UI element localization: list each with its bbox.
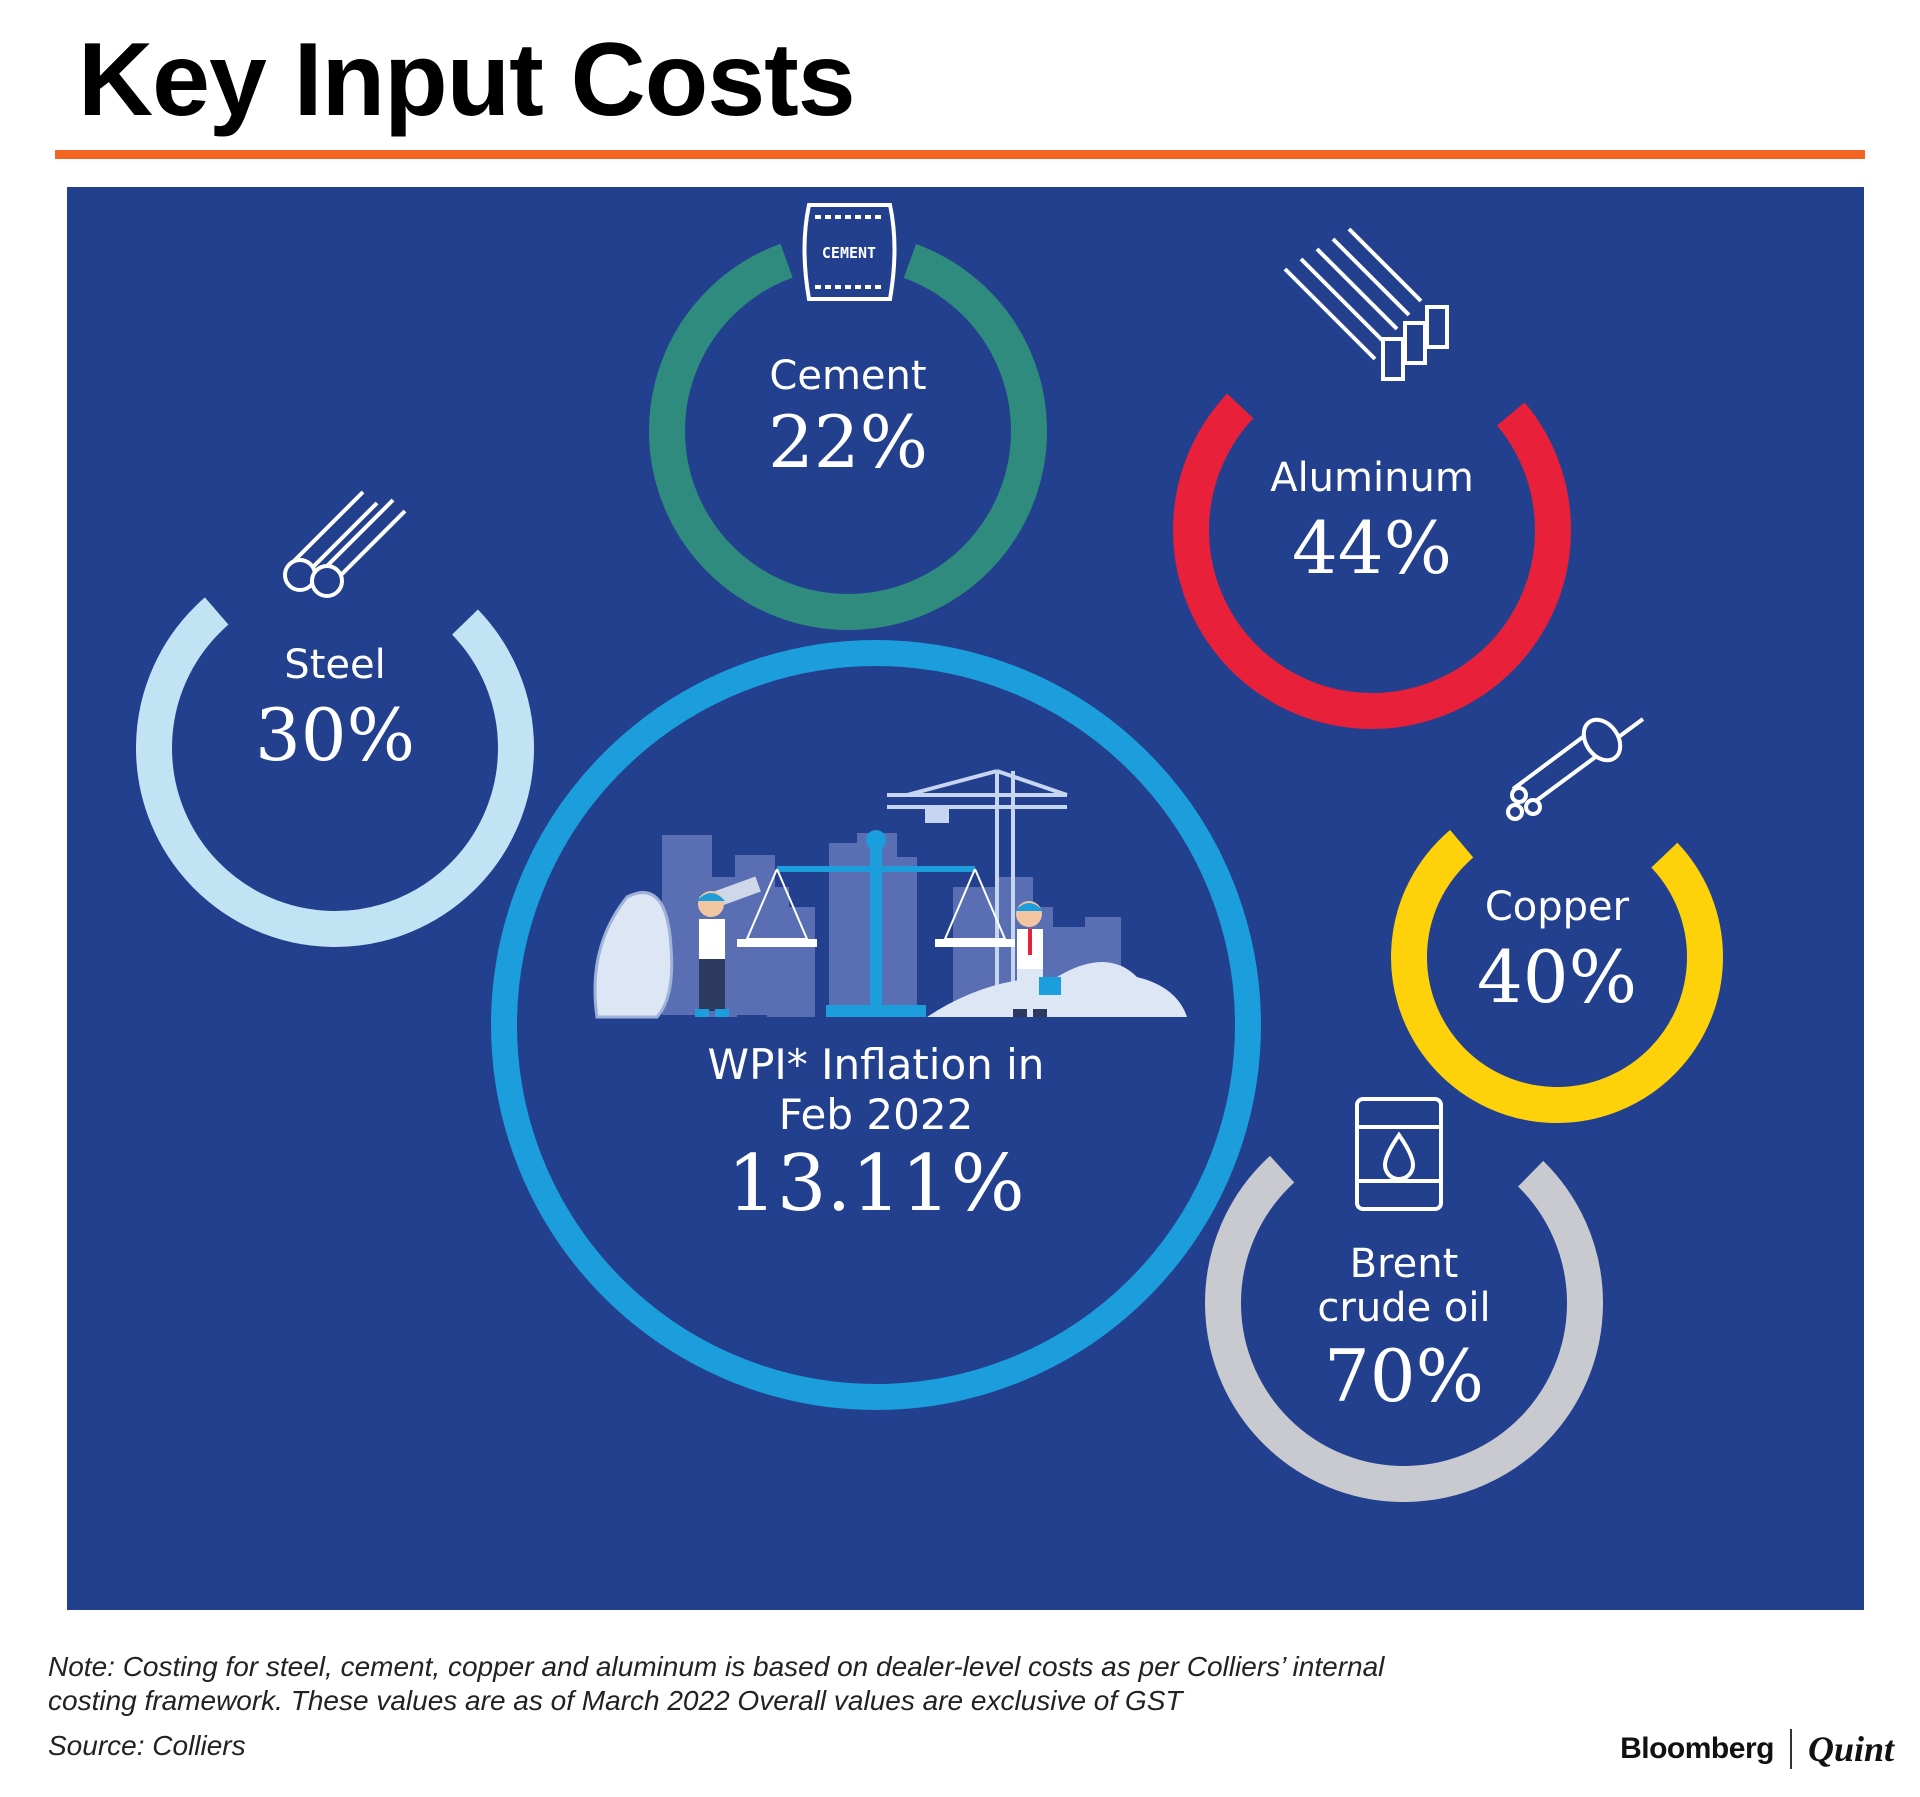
title-divider	[55, 150, 1865, 159]
worker-right	[1013, 901, 1061, 1017]
cement-bag-icon: CEMENT	[802, 203, 897, 301]
footnote: Note: Costing for steel, cement, copper …	[48, 1650, 1548, 1718]
crane	[887, 769, 1068, 1017]
infographic-panel: CEMENT Cement 22% Aluminum 44%	[67, 187, 1864, 1610]
footnote-line-2: costing framework. These values are as o…	[48, 1685, 1183, 1716]
copper-label: Copper	[1485, 884, 1630, 930]
steel-pipes-icon	[283, 490, 407, 598]
oil-barrel-icon	[1355, 1097, 1443, 1211]
wpi-value: 13.11%	[727, 1139, 1024, 1229]
steel-ring-group: Steel 30%	[136, 490, 534, 947]
footnote-line-1: Note: Costing for steel, cement, copper …	[48, 1651, 1385, 1682]
aluminum-label: Aluminum	[1270, 455, 1474, 501]
brent-value: 70%	[1324, 1334, 1484, 1418]
steel-label: Steel	[284, 642, 385, 688]
brent-ring-group: Brent crude oil 70%	[1205, 1097, 1603, 1502]
cement-ring	[649, 232, 1047, 631]
aluminum-bars-icon	[1283, 227, 1449, 381]
cement-ring-group: CEMENT Cement 22%	[649, 203, 1047, 631]
bloombergquint-logo: Bloomberg Quint	[1620, 1725, 1894, 1773]
steel-ring	[136, 549, 534, 947]
wpi-ring	[491, 640, 1261, 1410]
wpi-label-line1: WPI* Inflation in	[708, 1040, 1045, 1089]
cement-bag-label: CEMENT	[822, 244, 876, 262]
cement-label: Cement	[769, 353, 926, 399]
balance-scale	[737, 830, 1015, 1017]
wpi-label-line2: Feb 2022	[779, 1090, 974, 1139]
wpi-ring-group: WPI* Inflation in Feb 2022 13.11%	[491, 640, 1261, 1410]
copper-cable-icon	[1506, 717, 1645, 821]
logo-quint: Quint	[1807, 1729, 1894, 1769]
cement-value: 22%	[768, 400, 928, 484]
brent-label: Brent	[1350, 1241, 1459, 1287]
brent-ring	[1205, 1104, 1603, 1502]
logo-bloomberg: Bloomberg	[1620, 1732, 1774, 1765]
aluminum-ring-group: Aluminum 44%	[1173, 227, 1571, 729]
worker-left	[695, 876, 761, 1017]
copper-value: 40%	[1477, 935, 1637, 1019]
steel-value: 30%	[255, 693, 415, 777]
brent-label-line2: crude oil	[1317, 1285, 1490, 1331]
source-credit: Source: Colliers	[48, 1730, 246, 1761]
logo-separator	[1789, 1729, 1792, 1769]
construction-balance-scale-illustration	[593, 769, 1187, 1019]
aluminum-ring	[1173, 331, 1571, 729]
bush	[593, 891, 674, 1019]
aluminum-value: 44%	[1292, 506, 1452, 590]
page-title: Key Input Costs	[78, 22, 856, 138]
